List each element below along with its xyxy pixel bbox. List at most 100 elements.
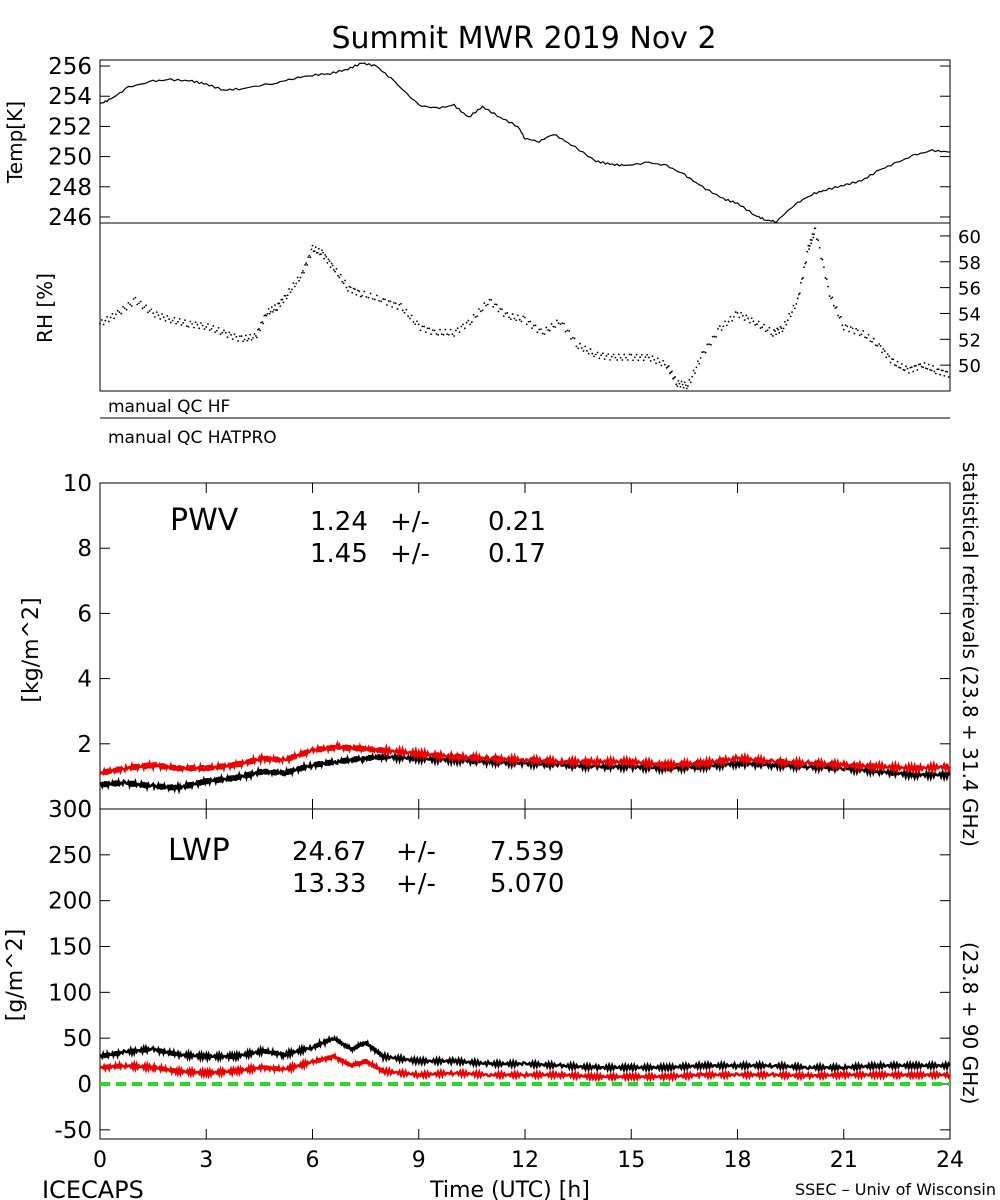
rh-point xyxy=(598,357,601,360)
rh-point xyxy=(896,360,899,363)
pwv-y-tick-label: 4 xyxy=(77,667,92,693)
figure-title: Summit MWR 2019 Nov 2 xyxy=(331,21,716,56)
rh-point xyxy=(596,351,599,354)
rh-point xyxy=(910,366,913,369)
rh-point xyxy=(467,319,470,322)
rh-point xyxy=(710,343,712,346)
rh-point xyxy=(554,326,557,328)
rh-point xyxy=(570,338,572,340)
rh-point xyxy=(243,338,246,341)
rh-point xyxy=(541,332,544,335)
rh-panel-frame xyxy=(99,222,951,392)
rh-point xyxy=(307,256,310,259)
x-tick-label: 9 xyxy=(412,1148,426,1173)
rh-point xyxy=(259,329,261,332)
rh-point xyxy=(763,323,765,326)
rh-point xyxy=(527,320,530,323)
rh-point xyxy=(798,292,801,295)
rh-point xyxy=(780,327,783,330)
rh-point xyxy=(564,330,567,333)
rh-point xyxy=(616,359,618,361)
rh-point xyxy=(127,302,130,304)
rh-point xyxy=(851,327,854,330)
rh-point xyxy=(252,336,254,339)
lwp-y-tick-label: 200 xyxy=(48,889,92,915)
rh-y-tick-label: 54 xyxy=(958,304,981,325)
rh-point xyxy=(889,361,892,364)
rh-point xyxy=(367,296,370,299)
rh-point xyxy=(677,379,680,382)
rh-point xyxy=(271,310,274,313)
rh-point xyxy=(694,372,696,374)
rh-point xyxy=(612,353,615,356)
rh-point xyxy=(637,359,640,362)
rh-point xyxy=(864,336,866,339)
rh-point xyxy=(808,248,810,250)
rh-point xyxy=(442,333,445,336)
rh-point xyxy=(692,369,695,372)
rh-point xyxy=(298,279,300,282)
rh-point xyxy=(344,279,346,282)
rh-point xyxy=(352,287,355,290)
rh-point xyxy=(365,296,368,298)
rh-point xyxy=(486,303,489,306)
rh-point xyxy=(316,251,319,254)
rh-point xyxy=(580,347,583,349)
rh-point xyxy=(337,274,339,277)
rh-point xyxy=(946,370,949,373)
rh-point xyxy=(328,260,331,263)
rh-point xyxy=(879,345,882,347)
rh-point xyxy=(547,329,549,331)
rh-point xyxy=(132,298,135,300)
pwv-label: PWV xyxy=(170,503,239,538)
rh-point xyxy=(145,304,147,307)
rh-point xyxy=(435,333,438,335)
side-label-red: (23.8 + 90 GHz) xyxy=(958,942,982,1104)
rh-point xyxy=(812,236,815,239)
rh-point xyxy=(125,308,128,311)
rh-point xyxy=(198,327,201,330)
rh-point xyxy=(680,380,683,383)
rh-point xyxy=(308,254,311,257)
rh-point xyxy=(123,307,126,310)
rh-point xyxy=(405,308,408,311)
rh-point xyxy=(189,320,192,323)
lwp-y-tick-label: 150 xyxy=(48,935,92,961)
rh-point xyxy=(285,297,288,300)
rh-point xyxy=(238,335,241,338)
rh-point xyxy=(329,266,332,269)
rh-point xyxy=(899,367,902,369)
rh-point xyxy=(772,335,774,337)
rh-point xyxy=(929,368,932,371)
rh-point xyxy=(773,329,775,331)
rh-point xyxy=(391,306,394,308)
rh-point xyxy=(674,375,677,378)
rh-point xyxy=(917,363,920,366)
rh-point xyxy=(779,325,782,328)
x-tick-label: 3 xyxy=(199,1148,213,1173)
rh-point xyxy=(398,303,401,306)
rh-point xyxy=(909,366,912,369)
rh-point xyxy=(278,302,281,305)
rh-point xyxy=(99,322,101,325)
rh-point xyxy=(106,316,108,318)
rh-point xyxy=(831,296,834,299)
rh-point xyxy=(752,320,755,323)
rh-point xyxy=(274,304,276,307)
rh-point xyxy=(824,276,827,279)
lwp-black-pm: +/- xyxy=(396,837,436,867)
rh-point xyxy=(543,333,546,335)
rh-point xyxy=(625,356,627,359)
rh-point xyxy=(185,325,188,327)
rh-point xyxy=(684,384,687,387)
rh-point xyxy=(639,356,642,359)
rh-point xyxy=(419,329,422,332)
rh-point xyxy=(784,320,786,323)
rh-point xyxy=(689,381,692,384)
rh-point xyxy=(648,356,650,359)
rh-point xyxy=(373,298,376,301)
rh-point xyxy=(922,366,924,369)
rh-point xyxy=(584,345,587,348)
rh-point xyxy=(414,323,417,326)
rh-point xyxy=(883,350,886,352)
